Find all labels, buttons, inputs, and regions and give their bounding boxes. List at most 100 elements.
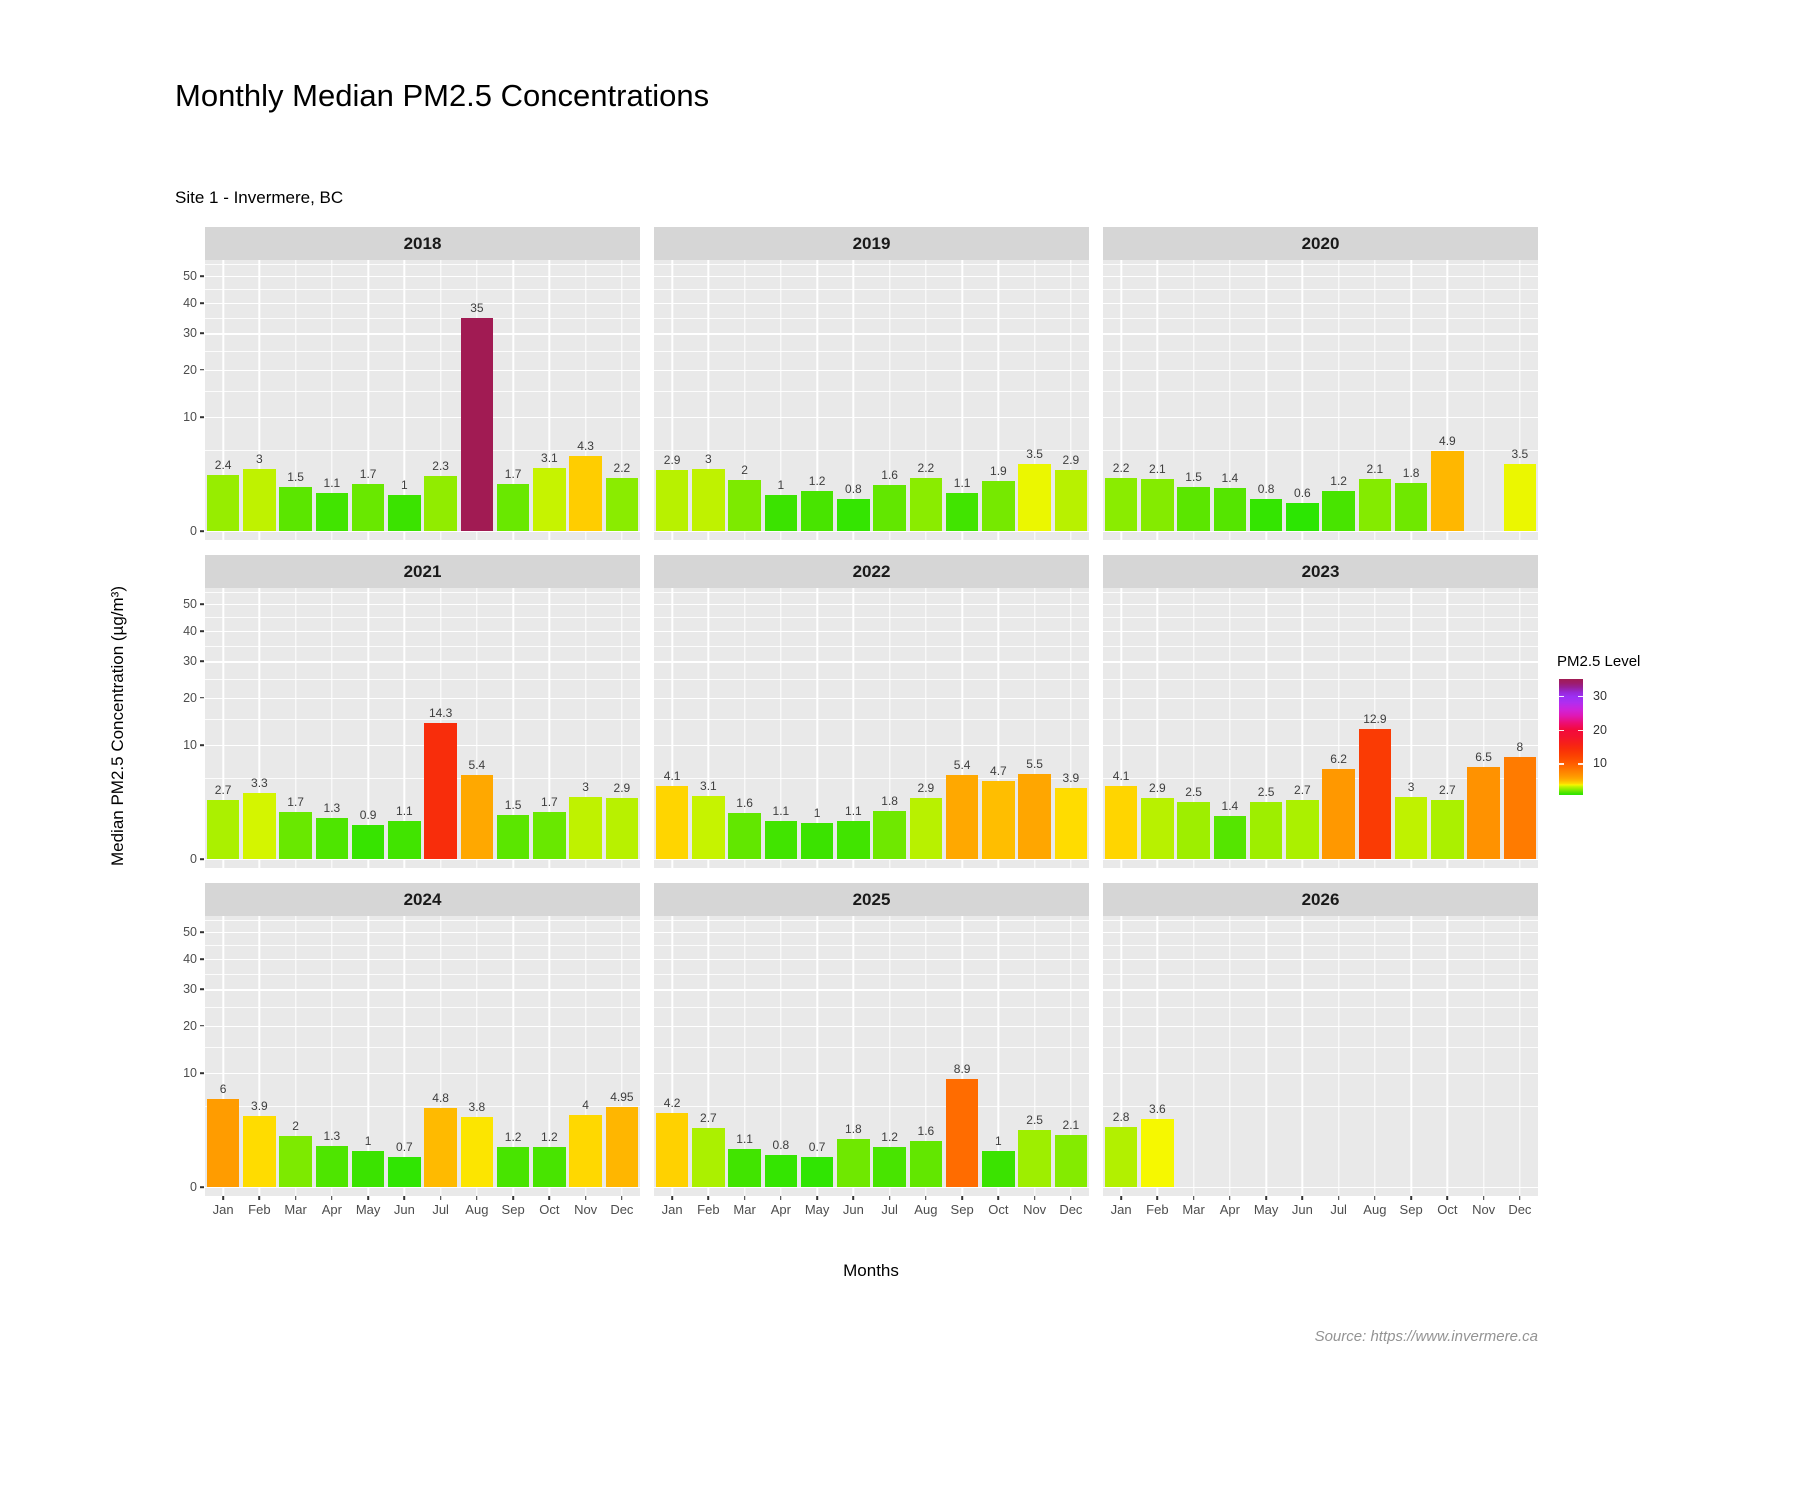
- bar-value-label: 4.9: [1439, 434, 1456, 449]
- facet-strip: 2025: [654, 883, 1089, 916]
- bar: [764, 1154, 798, 1187]
- gridline-major-v: [671, 260, 673, 540]
- gridline-major-v: [1070, 916, 1072, 1196]
- y-tick-label: 50: [183, 269, 197, 284]
- gridline-major-v: [403, 916, 406, 1196]
- gridline-major-h: [205, 276, 640, 278]
- facet-strip: 2019: [654, 227, 1089, 260]
- bar-value-label: 2.1: [1366, 461, 1384, 476]
- x-tick-label: Apr: [1219, 1202, 1240, 1217]
- gridline-major-v: [512, 260, 514, 540]
- y-tick-mark: [200, 1186, 204, 1188]
- gridline-major-v: [1337, 260, 1340, 540]
- facet-strip: 2026: [1103, 883, 1538, 916]
- y-tick-label: 0: [190, 852, 197, 866]
- bar-value-label: 2.2: [613, 460, 631, 475]
- facet-strip-label: 2025: [852, 889, 891, 909]
- gridline-major-v: [780, 260, 782, 540]
- facet-strip-label: 2022: [852, 561, 891, 581]
- x-tick-mark: [258, 1196, 261, 1200]
- y-tick-label: 20: [183, 690, 197, 705]
- gridline-major-v: [1120, 260, 1122, 540]
- gridline-major-v: [997, 588, 1000, 868]
- bar-value-label: 2.7: [214, 782, 232, 797]
- bar-value-label: 1.1: [772, 804, 790, 819]
- x-tick-label: Nov: [1472, 1202, 1496, 1217]
- gridline-major-v: [888, 916, 891, 1196]
- gridline-minor-h: [1103, 317, 1538, 319]
- x-tick-label: Oct: [1437, 1202, 1458, 1217]
- bar-value-label: 1.5: [1185, 469, 1202, 484]
- gridline-minor-h: [205, 317, 640, 319]
- bar: [1177, 801, 1210, 859]
- gridline-minor-h: [205, 678, 640, 680]
- bar: [1213, 816, 1247, 859]
- bar-value-label: 3.3: [251, 776, 268, 791]
- gridline-minor-h: [654, 289, 1089, 290]
- gridline-major-v: [439, 916, 442, 1196]
- bar: [1018, 463, 1051, 531]
- x-tick-mark: [1519, 1196, 1521, 1200]
- bar-value-label: 3: [705, 451, 712, 466]
- x-tick-mark: [621, 1196, 623, 1200]
- bar-value-label: 1.1: [323, 476, 341, 491]
- x-tick-label: Oct: [539, 1202, 560, 1217]
- bar: [1431, 799, 1464, 859]
- gridline-major-v: [852, 260, 855, 540]
- gridline-major-v: [512, 588, 514, 868]
- legend-tick-label: 20: [1593, 722, 1607, 737]
- bar: [388, 1156, 421, 1187]
- facet-strip: 2024: [205, 883, 640, 916]
- bar-value-label: 0.8: [1257, 481, 1275, 496]
- gridline-major-v: [888, 260, 891, 540]
- bar: [243, 793, 276, 859]
- gridline-major-v: [780, 588, 782, 868]
- gridline-minor-h: [205, 1106, 640, 1108]
- gridline-major-v: [331, 916, 333, 1196]
- bar: [655, 1113, 689, 1187]
- gridline-minor-h: [1103, 617, 1538, 618]
- gridline-minor-h: [1103, 919, 1538, 921]
- facet-strip-label: 2024: [403, 889, 442, 909]
- x-tick-mark: [367, 1196, 369, 1200]
- gridline-major-v: [1229, 588, 1231, 868]
- x-tick-mark: [997, 1196, 1000, 1200]
- gridline-major-h: [1103, 1187, 1538, 1189]
- gridline-major-h: [205, 369, 640, 372]
- gridline-major-v: [512, 916, 514, 1196]
- x-tick-mark: [222, 1196, 224, 1200]
- gridline-major-v: [294, 588, 297, 868]
- x-tick-label: Dec: [1508, 1202, 1532, 1217]
- gridline-minor-h: [654, 919, 1089, 921]
- bar-value-label: 1.6: [881, 468, 898, 483]
- gridline-major-v: [1120, 916, 1122, 1196]
- gridline-major-v: [852, 588, 855, 868]
- bar-value-label: 2.5: [1185, 784, 1202, 799]
- legend-title: PM2.5 Level: [1557, 653, 1641, 670]
- gridline-major-h: [205, 697, 640, 700]
- x-tick-mark: [331, 1196, 333, 1200]
- y-tick-mark: [200, 302, 204, 304]
- y-tick-label: 40: [183, 951, 197, 966]
- gridline-minor-h: [205, 945, 640, 946]
- gridline-major-h: [205, 630, 640, 633]
- gridline-minor-h: [205, 1047, 640, 1049]
- y-axis-title: Median PM2.5 Concentration (µg/m³): [108, 585, 127, 867]
- bar: [1394, 482, 1428, 531]
- gridline-major-v: [1374, 588, 1376, 868]
- legend-tick-label: 30: [1593, 688, 1607, 703]
- gridline-major-v: [331, 588, 333, 868]
- legend-tick-dash: [1559, 695, 1564, 698]
- bar: [837, 1138, 870, 1187]
- x-tick-label: Sep: [950, 1202, 974, 1217]
- gridline-major-h: [1103, 604, 1538, 606]
- gridline-major-h: [205, 1072, 640, 1075]
- bar: [1213, 488, 1247, 531]
- facet-panel: 2.8 3.6: [1103, 916, 1538, 1196]
- x-tick-label: Feb: [248, 1202, 271, 1217]
- gridline-minor-h: [654, 350, 1089, 352]
- gridline-major-v: [780, 916, 782, 1196]
- x-tick-mark: [294, 1196, 297, 1200]
- gridline-major-v: [1301, 916, 1304, 1196]
- gridline-major-v: [1337, 916, 1340, 1196]
